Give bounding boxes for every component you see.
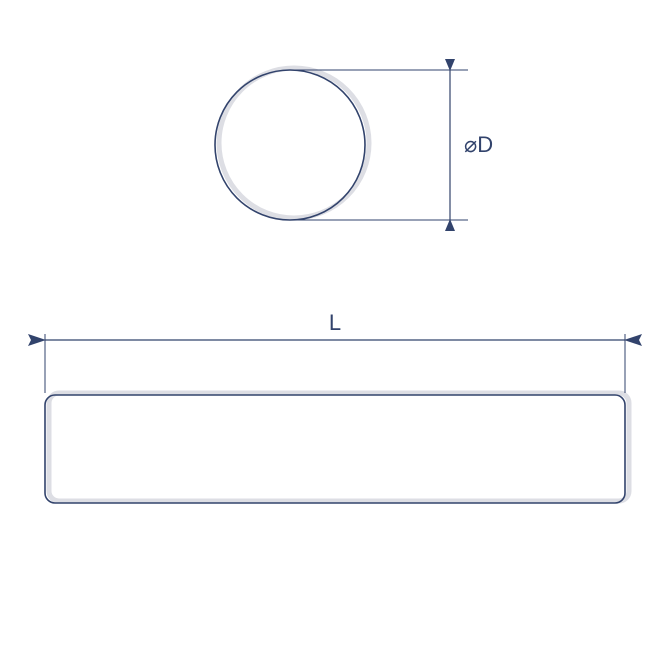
bar-outline <box>45 395 625 503</box>
bar-highlight <box>49 393 629 501</box>
length-label: L <box>329 310 341 335</box>
diameter-label: ⌀D <box>464 132 493 157</box>
circle-outline <box>215 70 365 220</box>
technical-drawing: ⌀D L <box>0 0 670 670</box>
